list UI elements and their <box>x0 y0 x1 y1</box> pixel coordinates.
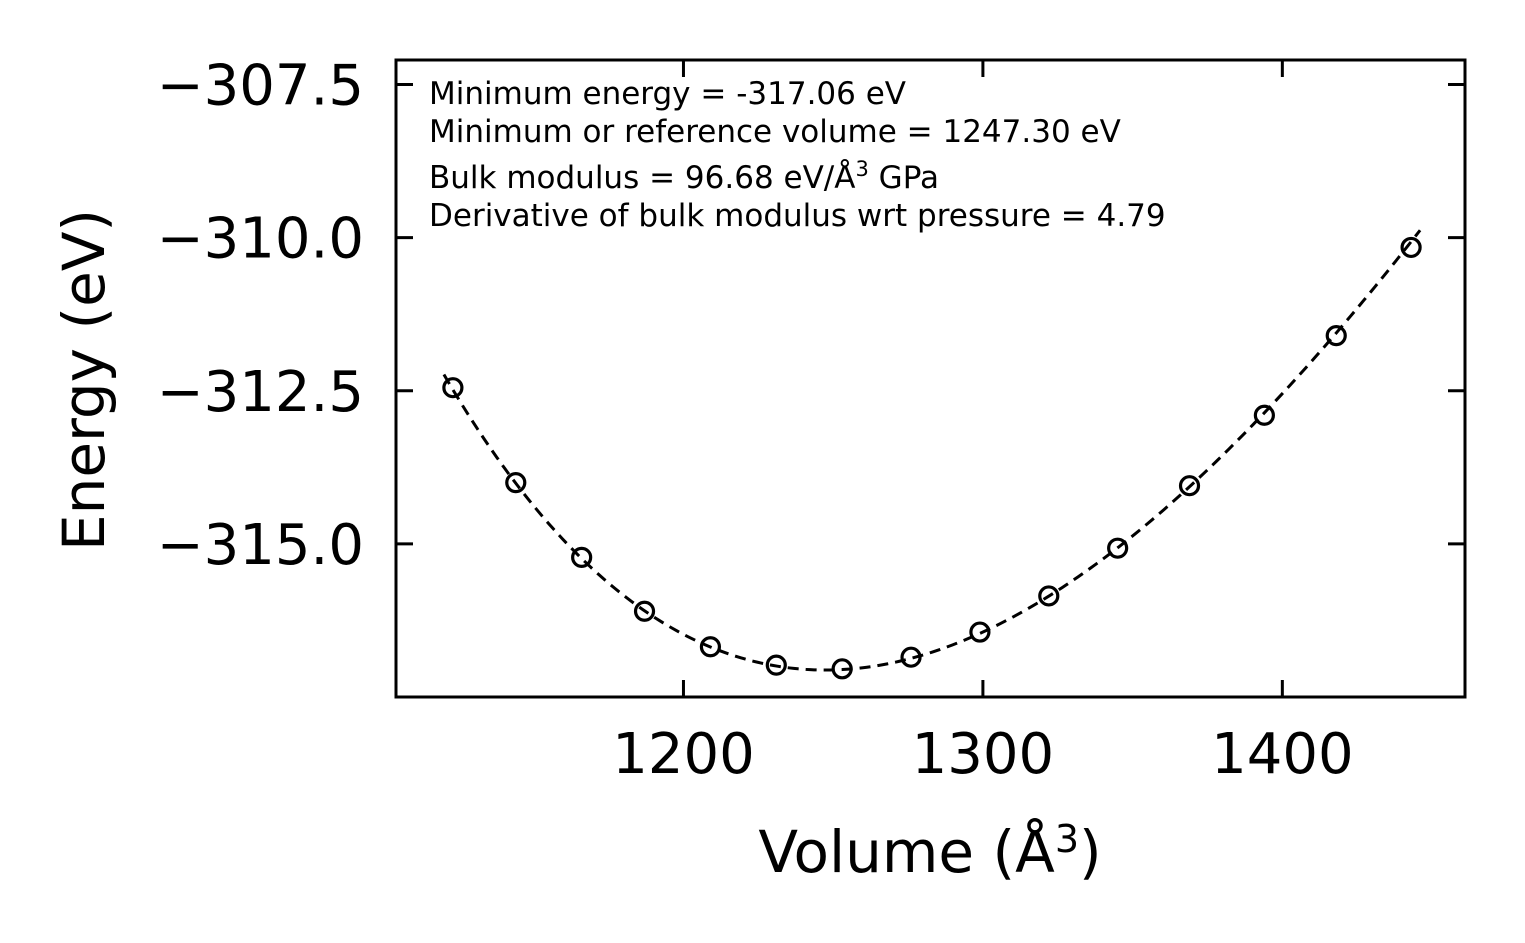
data-point <box>1178 475 1201 497</box>
data-point <box>505 472 527 494</box>
annotation-bulk-modulus: Bulk modulus = 96.68 eV/Å3 GPa <box>429 157 939 196</box>
data-point <box>1400 236 1422 259</box>
annotation-box: Minimum energy = -317.06 eV Minimum or r… <box>429 76 1166 234</box>
annotation-bulk-modulus-derivative: Derivative of bulk modulus wrt pressure … <box>429 198 1166 234</box>
x-axis-label: Volume (Å3) <box>758 817 1101 886</box>
annotation-min-volume: Minimum or reference volume = 1247.30 eV <box>429 114 1121 150</box>
x-tick-label: 1400 <box>1211 722 1354 787</box>
data-markers <box>442 236 1422 680</box>
plot-frame <box>394 58 1467 699</box>
y-tick-label: −312.5 <box>157 360 364 425</box>
fit-curve <box>442 229 1422 672</box>
data-point <box>1253 404 1275 426</box>
y-tick-label: −315.0 <box>157 513 364 578</box>
y-axis-label: Energy (eV) <box>50 209 118 551</box>
x-tick-label: 1200 <box>612 722 755 787</box>
y-tick-label: −307.5 <box>157 54 364 119</box>
data-point <box>442 377 464 399</box>
y-tick-label: −310.0 <box>157 207 364 272</box>
data-point <box>831 658 853 680</box>
data-point <box>1107 537 1129 559</box>
data-point <box>699 636 722 658</box>
data-point <box>765 654 787 676</box>
data-point <box>969 621 991 643</box>
data-point <box>1038 585 1060 607</box>
data-point <box>633 600 656 622</box>
data-point <box>1325 325 1347 347</box>
axis-ticks <box>396 60 1465 697</box>
annotation-min-energy: Minimum energy = -317.06 eV <box>429 76 906 112</box>
data-point <box>571 546 593 568</box>
tick-labels: 1200 1300 1400 −307.5 −310.0 −312.5 −315.0 <box>157 54 1354 788</box>
x-tick-label: 1300 <box>912 722 1055 787</box>
data-point <box>900 646 922 668</box>
